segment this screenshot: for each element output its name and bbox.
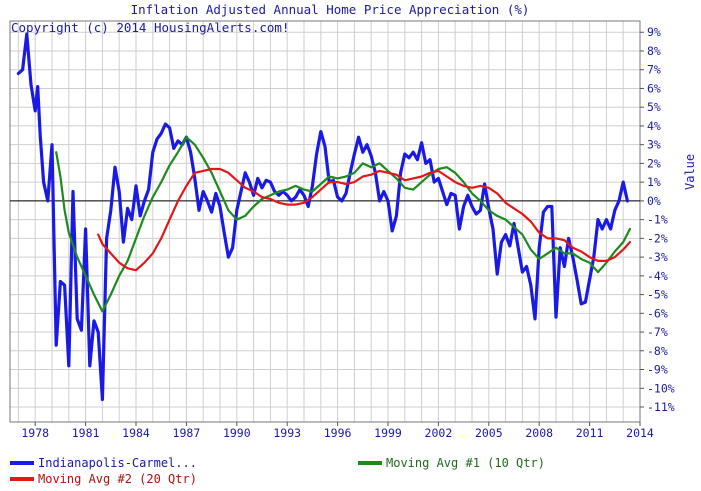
y-tick-label: -2% (647, 231, 668, 245)
y-tick-label: 3% (647, 138, 661, 152)
y-tick-label: -1% (647, 213, 668, 227)
legend-label-indianapolis: Indianapolis-Carmel... (38, 456, 197, 470)
chart-title: Inflation Adjusted Annual Home Price App… (130, 2, 530, 17)
y-tick-label: 7% (647, 63, 661, 77)
x-tick-label: 2014 (626, 426, 654, 440)
y-axis-label: Value (683, 153, 697, 190)
y-tick-label: 0% (647, 194, 661, 208)
x-tick-label: 2002 (425, 426, 453, 440)
series-line-moving-avg-1 (55, 136, 631, 313)
y-tick-label: -5% (647, 288, 668, 302)
x-tick-label: 2005 (475, 426, 503, 440)
y-tick-label: 5% (647, 100, 661, 114)
series-line-moving-avg-2 (97, 167, 631, 272)
y-tick-label: 9% (647, 25, 661, 39)
x-tick-label: 1984 (122, 426, 150, 440)
x-tick-label: 2011 (576, 426, 604, 440)
y-tick-label: -8% (647, 344, 668, 358)
copyright-annotation: Copyright (c) 2014 HousingAlerts.com! (11, 20, 290, 35)
x-tick-label: 1990 (223, 426, 251, 440)
x-tick-label: 1981 (72, 426, 100, 440)
series-line-indianapolis (16, 32, 629, 402)
legend-swatch-indianapolis (10, 461, 34, 465)
x-tick-label: 1993 (273, 426, 301, 440)
x-tick-label: 1999 (374, 426, 402, 440)
x-tick-labels: 1978 1981 1984 1987 1990 1993 1996 1999 2002 2005… (21, 422, 654, 440)
y-tick-label: 1% (647, 175, 661, 189)
x-tick-label: 1987 (173, 426, 201, 440)
x-tick-label: 2008 (525, 426, 553, 440)
legend-swatch-moving-avg-1 (358, 461, 382, 465)
y-tick-label: -7% (647, 325, 668, 339)
y-tick-label: -9% (647, 363, 668, 377)
y-tick-label: -6% (647, 306, 668, 320)
y-tick-label: 4% (647, 119, 661, 133)
legend-label-moving-avg-1: Moving Avg #1 (10 Qtr) (386, 456, 545, 470)
y-tick-label: -3% (647, 250, 668, 264)
legend-label-moving-avg-2: Moving Avg #2 (20 Qtr) (38, 472, 197, 486)
x-tick-label: 1978 (21, 426, 49, 440)
y-tick-label: 2% (647, 156, 661, 170)
y-tick-labels: 9% 8% 7% 6% 5% 4% 3% 2% 1% 0% -1% -2% -3% -4% -5% -6% -7… (640, 25, 675, 414)
y-tick-label: 8% (647, 44, 661, 58)
y-tick-label: -10% (647, 381, 675, 395)
y-tick-label: 6% (647, 81, 661, 95)
x-tick-label: 1996 (324, 426, 352, 440)
y-tick-label: -11% (647, 400, 675, 414)
series-lines (16, 32, 631, 402)
legend-swatch-moving-avg-2 (10, 477, 34, 481)
plot-frame (9, 20, 641, 423)
y-tick-label: -4% (647, 269, 668, 283)
